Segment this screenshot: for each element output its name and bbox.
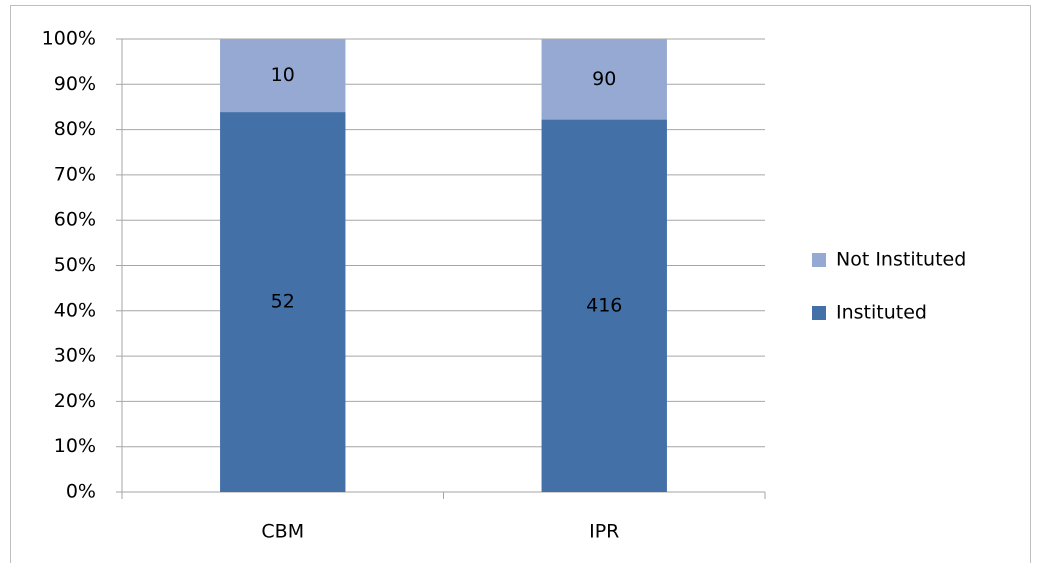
y-tick-label: 0% — [66, 481, 96, 503]
bar-segment — [541, 119, 667, 492]
y-tick-label: 70% — [54, 163, 96, 185]
legend-swatch — [812, 253, 826, 267]
bar-segment — [220, 112, 346, 492]
y-tick-label: 50% — [54, 254, 96, 276]
data-label: 90 — [592, 68, 616, 90]
y-tick-label: 40% — [54, 299, 96, 321]
y-tick-label: 90% — [54, 73, 96, 95]
bar-segment — [220, 39, 346, 113]
y-tick-label: 100% — [42, 28, 96, 50]
data-label: 10 — [271, 64, 295, 86]
legend-label: Not Instituted — [836, 249, 966, 271]
legend-label: Instituted — [836, 302, 927, 324]
x-tick-label: CBM — [261, 521, 304, 543]
bar-segment — [541, 39, 667, 120]
y-tick-label: 30% — [54, 345, 96, 367]
y-tick-label: 10% — [54, 435, 96, 457]
legend-swatch — [812, 306, 826, 320]
data-label: 416 — [586, 294, 622, 316]
y-tick-label: 60% — [54, 209, 96, 231]
data-label: 52 — [271, 291, 295, 313]
chart-frame — [10, 5, 1031, 563]
y-tick-label: 80% — [54, 118, 96, 140]
y-tick-label: 20% — [54, 390, 96, 412]
x-tick-label: IPR — [589, 521, 619, 543]
